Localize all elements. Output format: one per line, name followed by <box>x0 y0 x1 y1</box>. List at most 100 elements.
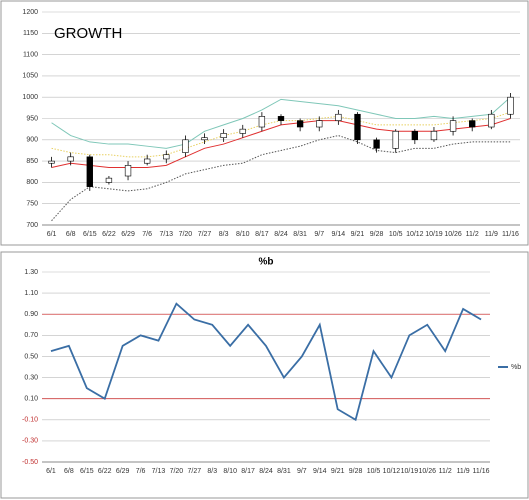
candle-body <box>277 116 285 121</box>
candle-body <box>258 116 266 128</box>
x-tick-label: 10/12 <box>406 231 424 238</box>
x-tick-label: 7/6 <box>142 231 152 238</box>
candle-body <box>124 165 132 177</box>
x-tick-label: 10/19 <box>425 231 443 238</box>
x-tick-label: 9/21 <box>331 468 345 475</box>
candle-body <box>143 158 151 164</box>
candle-body <box>182 139 189 153</box>
y-tick-label: 0.90 <box>24 311 38 318</box>
candle-body <box>48 160 55 164</box>
x-tick-label: 10/5 <box>389 231 403 238</box>
legend-label: %b <box>511 364 521 371</box>
y-tick-label: 1200 <box>22 9 38 16</box>
candle-body <box>201 137 208 141</box>
candle-body <box>220 133 227 138</box>
y-tick-label: 1100 <box>23 51 38 58</box>
y-tick-label: 750 <box>26 201 38 208</box>
x-tick-label: 9/7 <box>314 231 324 238</box>
x-tick-label: 6/29 <box>121 231 135 238</box>
y-tick-label: -0.50 <box>22 459 38 466</box>
candle-body <box>354 113 361 141</box>
panel <box>0 251 529 499</box>
y-tick-label: 0.10 <box>24 396 38 403</box>
x-tick-label: 9/7 <box>297 468 307 475</box>
x-tick-label: 6/8 <box>66 231 76 238</box>
series-line <box>50 302 482 422</box>
candle-body <box>488 113 495 128</box>
x-tick-label: 7/6 <box>136 468 146 475</box>
y-tick-label: 950 <box>26 115 38 122</box>
x-tick-label: 10/19 <box>401 468 419 475</box>
candle-body <box>335 113 342 121</box>
x-tick-label: 11/16 <box>473 468 490 475</box>
x-tick-label: 7/27 <box>198 231 212 238</box>
candle-body <box>296 120 304 128</box>
x-tick-label: 8/31 <box>277 468 291 475</box>
x-tick-label: 7/20 <box>179 231 193 238</box>
x-tick-label: 9/14 <box>313 468 327 475</box>
y-tick-label: 1050 <box>22 73 38 80</box>
x-tick-label: 11/2 <box>439 468 452 475</box>
x-tick-label: 10/26 <box>419 468 437 475</box>
x-tick-label: 7/13 <box>152 468 166 475</box>
candle-body <box>469 120 476 128</box>
candle-body <box>67 156 74 162</box>
series-line <box>51 135 511 222</box>
y-tick-label: 1150 <box>23 30 38 37</box>
y-tick-label: 700 <box>26 222 38 229</box>
x-tick-label: 6/1 <box>46 468 56 475</box>
candle-body <box>392 130 399 149</box>
x-tick-label: 6/1 <box>47 231 57 238</box>
y-tick-label: -0.10 <box>22 417 38 424</box>
x-tick-label: 6/22 <box>98 468 112 475</box>
y-tick-label: -0.30 <box>22 438 38 445</box>
y-tick-label: 800 <box>26 179 38 186</box>
y-tick-label: 1.30 <box>24 269 38 276</box>
x-tick-label: 8/3 <box>207 468 217 475</box>
x-tick-label: 7/13 <box>159 231 173 238</box>
x-tick-label: 10/5 <box>367 468 381 475</box>
x-tick-label: 8/24 <box>274 231 288 238</box>
x-tick-label: 8/3 <box>219 231 229 238</box>
y-tick-label: 850 <box>26 158 38 165</box>
x-tick-label: 8/31 <box>293 231 307 238</box>
x-tick-label: 6/29 <box>116 468 130 475</box>
candle-body <box>105 177 113 183</box>
y-tick-label: 0.30 <box>24 374 38 381</box>
x-tick-label: 8/10 <box>236 231 250 238</box>
candle-body <box>163 154 170 160</box>
x-tick-label: 10/12 <box>383 468 401 475</box>
x-tick-label: 8/24 <box>259 468 273 475</box>
y-tick-label: 1000 <box>22 94 38 101</box>
x-tick-label: 9/14 <box>332 231 346 238</box>
x-tick-label: 6/22 <box>102 231 116 238</box>
x-tick-label: 6/15 <box>80 468 94 475</box>
chart-title: %b <box>259 257 274 268</box>
candle-body <box>507 96 514 115</box>
y-tick-label: 900 <box>26 137 38 144</box>
x-tick-label: 11/16 <box>502 231 519 238</box>
x-tick-label: 8/17 <box>241 468 255 475</box>
x-tick-label: 7/20 <box>170 468 184 475</box>
x-tick-label: 8/17 <box>255 231 269 238</box>
x-tick-label: 9/28 <box>349 468 363 475</box>
x-tick-label: 11/9 <box>485 231 498 238</box>
y-tick-label: 1.10 <box>24 290 38 297</box>
y-tick-label: 0.70 <box>24 332 38 339</box>
x-tick-label: 9/28 <box>370 231 384 238</box>
candle-body <box>411 130 419 141</box>
candle-body <box>430 130 438 141</box>
x-tick-label: 8/10 <box>223 468 237 475</box>
x-tick-label: 11/2 <box>466 231 479 238</box>
candle-body <box>373 139 380 149</box>
x-tick-label: 6/15 <box>83 231 97 238</box>
x-tick-label: 6/8 <box>64 468 74 475</box>
chart-title: GROWTH <box>54 25 122 42</box>
x-tick-label: 7/27 <box>188 468 202 475</box>
x-tick-label: 9/21 <box>351 231 365 238</box>
candle-body <box>239 128 246 134</box>
candle-body <box>449 120 457 132</box>
y-tick-label: 0.50 <box>24 353 38 360</box>
candle-body <box>86 156 93 187</box>
